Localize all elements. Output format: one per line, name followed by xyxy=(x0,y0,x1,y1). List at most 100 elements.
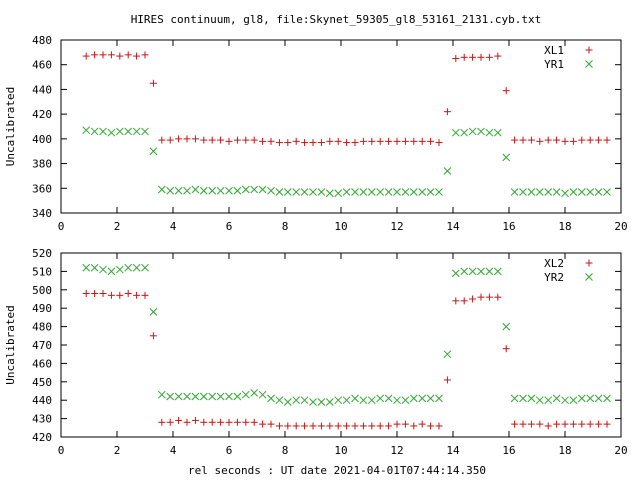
x-tick-label: 12 xyxy=(390,444,403,457)
data-point xyxy=(199,186,208,195)
data-point xyxy=(250,418,258,426)
data-point xyxy=(217,136,225,144)
data-point xyxy=(292,396,301,405)
x-tick-label: 14 xyxy=(446,220,460,233)
x-tick-label: 8 xyxy=(282,444,289,457)
data-point xyxy=(225,418,233,426)
data-point xyxy=(603,394,611,403)
data-point xyxy=(82,263,91,272)
data-point xyxy=(460,297,468,305)
y-tick-label: 340 xyxy=(32,207,52,220)
data-point xyxy=(233,136,241,144)
data-point xyxy=(267,186,275,195)
series-XL2 xyxy=(82,289,611,430)
data-point xyxy=(367,188,376,196)
legend-label: YR2 xyxy=(544,271,564,284)
data-point xyxy=(132,127,141,136)
x-tick-label: 16 xyxy=(502,220,515,233)
data-point xyxy=(166,136,174,144)
data-point xyxy=(292,422,300,430)
data-point xyxy=(216,392,225,401)
data-point xyxy=(544,188,553,196)
data-point xyxy=(569,420,577,428)
data-point xyxy=(426,188,435,196)
data-point xyxy=(334,422,342,430)
data-point xyxy=(410,422,418,430)
data-point xyxy=(569,396,578,405)
data-point xyxy=(577,394,586,403)
data-point xyxy=(250,136,258,144)
data-point xyxy=(586,136,594,144)
data-point xyxy=(183,135,191,143)
data-point xyxy=(258,390,267,399)
data-point xyxy=(199,392,208,401)
data-point xyxy=(376,394,385,403)
data-point xyxy=(367,396,376,405)
x-tick-label: 10 xyxy=(334,444,347,457)
y-tick-label: 430 xyxy=(32,413,52,426)
data-point xyxy=(317,398,326,406)
data-point xyxy=(191,185,200,194)
data-point xyxy=(115,265,124,274)
data-point xyxy=(259,137,267,145)
data-point xyxy=(343,422,351,430)
data-point xyxy=(157,185,166,194)
data-point xyxy=(586,188,595,196)
data-point xyxy=(435,394,443,403)
data-point xyxy=(267,137,275,145)
data-point xyxy=(149,79,157,87)
data-point xyxy=(409,394,418,403)
legend-marker xyxy=(585,259,593,267)
data-point xyxy=(535,188,544,196)
legend-marker xyxy=(585,60,593,68)
data-point xyxy=(124,127,133,136)
data-point xyxy=(452,55,460,63)
data-point xyxy=(174,392,183,401)
data-point xyxy=(149,147,158,156)
data-point xyxy=(200,418,208,426)
x-tick-label: 4 xyxy=(170,444,177,457)
data-point xyxy=(275,188,284,196)
panel-1: 340 360 380 400 420 440 460 480 0 2 4 6 8 10 12 14 16 18 2… xyxy=(4,34,628,233)
data-point xyxy=(485,128,494,137)
x-tick-label: 20 xyxy=(614,444,627,457)
data-point xyxy=(477,267,485,276)
data-point xyxy=(208,136,216,144)
data-point xyxy=(527,394,536,403)
data-point xyxy=(309,398,317,406)
x-tick-label: 18 xyxy=(558,444,571,457)
data-point xyxy=(359,396,368,405)
data-point xyxy=(82,289,90,297)
data-point xyxy=(325,398,334,406)
y-tick-label: 490 xyxy=(32,302,52,315)
data-point xyxy=(435,188,443,196)
data-point xyxy=(468,127,477,136)
plot-frame xyxy=(60,39,622,214)
legend-label: XL1 xyxy=(544,44,564,57)
data-point xyxy=(586,420,594,428)
data-point xyxy=(569,137,577,145)
data-point xyxy=(90,127,99,136)
x-tick-label: 14 xyxy=(446,444,460,457)
data-point xyxy=(502,87,510,95)
data-point xyxy=(183,392,191,401)
x-tick-label: 12 xyxy=(390,220,403,233)
data-point xyxy=(225,186,233,195)
data-point xyxy=(225,137,233,145)
data-point xyxy=(292,137,300,145)
data-point xyxy=(435,139,443,147)
x-tick-label: 6 xyxy=(226,444,233,457)
data-point xyxy=(527,136,535,144)
data-point xyxy=(132,263,141,272)
data-point xyxy=(183,186,191,195)
x-tick-label: 10 xyxy=(334,220,347,233)
y-tick-label: 360 xyxy=(32,182,52,195)
y-tick-label: 420 xyxy=(32,431,52,444)
x-tick-label: 4 xyxy=(170,220,177,233)
data-point xyxy=(317,139,325,147)
data-point xyxy=(535,396,544,405)
data-point xyxy=(553,136,561,144)
data-point xyxy=(241,185,250,194)
